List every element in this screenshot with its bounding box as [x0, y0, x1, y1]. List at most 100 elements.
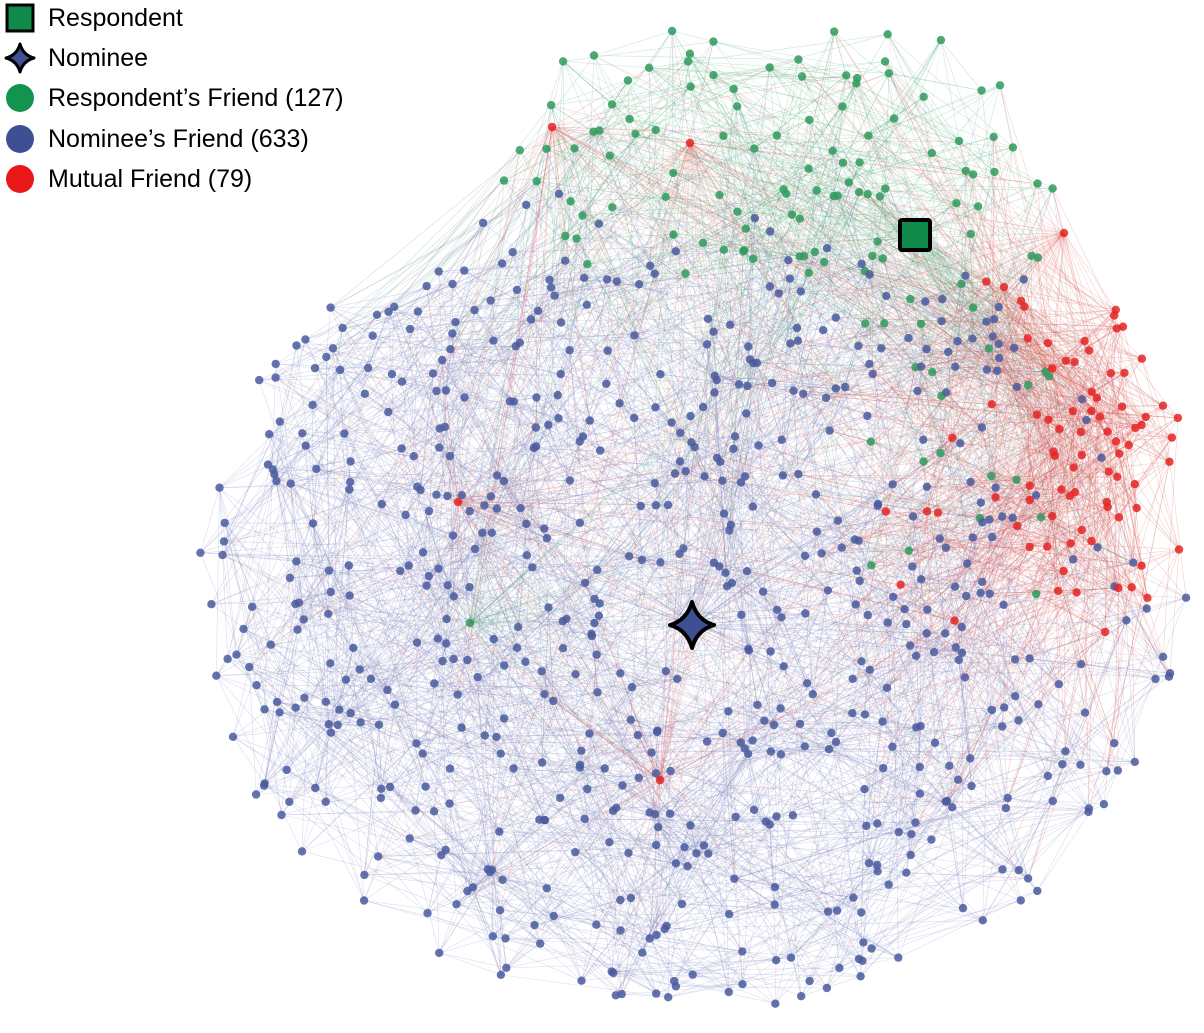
- network-edge: [805, 613, 917, 728]
- network-edge: [526, 135, 777, 206]
- network-edge: [219, 487, 282, 816]
- network-edge: [641, 559, 813, 695]
- network-edge: [803, 306, 999, 395]
- network-edge: [848, 182, 1053, 189]
- network-edge: [622, 785, 659, 828]
- network-edge: [833, 75, 847, 197]
- network-edge: [764, 712, 853, 721]
- network-edge: [738, 193, 787, 385]
- network-edge: [783, 147, 1013, 190]
- network-edge: [776, 816, 864, 943]
- network-edge: [641, 476, 705, 561]
- network-edge: [754, 148, 926, 302]
- network-edge: [689, 53, 734, 90]
- network-edge: [884, 61, 1000, 359]
- network-edge: [342, 131, 594, 329]
- network-edge: [666, 925, 730, 993]
- network-edge: [249, 666, 614, 974]
- network-edge: [955, 366, 1136, 429]
- network-edge: [1017, 525, 1037, 595]
- network-edge: [797, 317, 836, 341]
- network-edge: [401, 295, 555, 382]
- network-edge: [461, 420, 591, 728]
- network-edge: [444, 426, 630, 557]
- network-edge: [1016, 255, 1032, 387]
- network-edge: [289, 495, 448, 579]
- network-edge: [582, 133, 636, 216]
- network-edge: [823, 261, 859, 346]
- network-edge: [926, 485, 1030, 488]
- network-edge: [657, 827, 730, 915]
- network-edge: [885, 73, 890, 189]
- network-edge: [675, 202, 957, 252]
- network-edge: [799, 218, 1022, 302]
- network-edge: [742, 904, 775, 952]
- network-edge: [281, 629, 298, 816]
- network-edge: [848, 85, 1001, 183]
- network-edge: [1052, 188, 1090, 351]
- network-edge: [612, 207, 715, 393]
- network-edge: [821, 550, 909, 554]
- network-edge: [349, 481, 582, 981]
- network-edge: [565, 119, 810, 237]
- network-edge: [627, 61, 689, 81]
- network-edge: [581, 845, 705, 981]
- network-edge: [526, 350, 570, 524]
- network-edge: [917, 257, 1039, 392]
- network-edge: [702, 106, 738, 408]
- network-edge: [574, 148, 600, 224]
- network-edge: [745, 31, 835, 229]
- network-edge: [570, 86, 691, 202]
- network-edge: [1072, 420, 1087, 560]
- network-edge: [973, 307, 1028, 339]
- network-edge: [689, 53, 734, 90]
- network-edge: [940, 174, 974, 454]
- network-edge: [713, 41, 857, 84]
- network-edge: [743, 83, 857, 252]
- network-edge: [593, 55, 799, 60]
- network-edge: [574, 148, 583, 216]
- network-edge: [562, 350, 570, 622]
- network-edge: [611, 80, 629, 105]
- network-edge: [569, 350, 595, 624]
- network-edge: [251, 397, 465, 608]
- network-edge: [558, 193, 566, 237]
- network-edge: [864, 270, 943, 300]
- network-edge: [277, 620, 563, 703]
- network-edge: [426, 559, 642, 586]
- network-edge: [972, 174, 995, 320]
- network-edge: [503, 180, 588, 265]
- network-edge: [972, 497, 996, 538]
- network-edge: [685, 471, 817, 532]
- network-edge: [799, 256, 1003, 517]
- network-edge: [733, 88, 755, 149]
- network-edge: [222, 554, 468, 661]
- network-edge: [541, 671, 685, 848]
- network-edge: [923, 461, 1030, 487]
- network-edge: [328, 613, 612, 972]
- network-edge: [833, 195, 878, 242]
- network-edge: [877, 505, 1016, 660]
- network-edge: [673, 234, 724, 251]
- network-edge: [576, 196, 666, 239]
- network-edge: [516, 283, 640, 291]
- network-edge: [565, 235, 773, 384]
- network-edge: [551, 75, 847, 128]
- network-edge: [281, 548, 476, 816]
- network-edge: [211, 415, 691, 605]
- network-edge: [388, 263, 503, 313]
- network-edges: [200, 30, 1187, 1004]
- network-edge: [381, 659, 468, 789]
- network-edge: [501, 142, 691, 264]
- network-edge: [679, 553, 771, 652]
- network-edge: [657, 730, 776, 888]
- network-edge: [702, 242, 837, 389]
- network-edge: [790, 343, 872, 442]
- network-edge: [775, 960, 777, 1004]
- network-edge: [1003, 586, 1115, 606]
- network-edge: [864, 270, 958, 342]
- network-edge: [575, 530, 730, 675]
- network-edge: [910, 188, 1053, 300]
- network-edge: [690, 86, 995, 173]
- network-edge: [635, 133, 971, 235]
